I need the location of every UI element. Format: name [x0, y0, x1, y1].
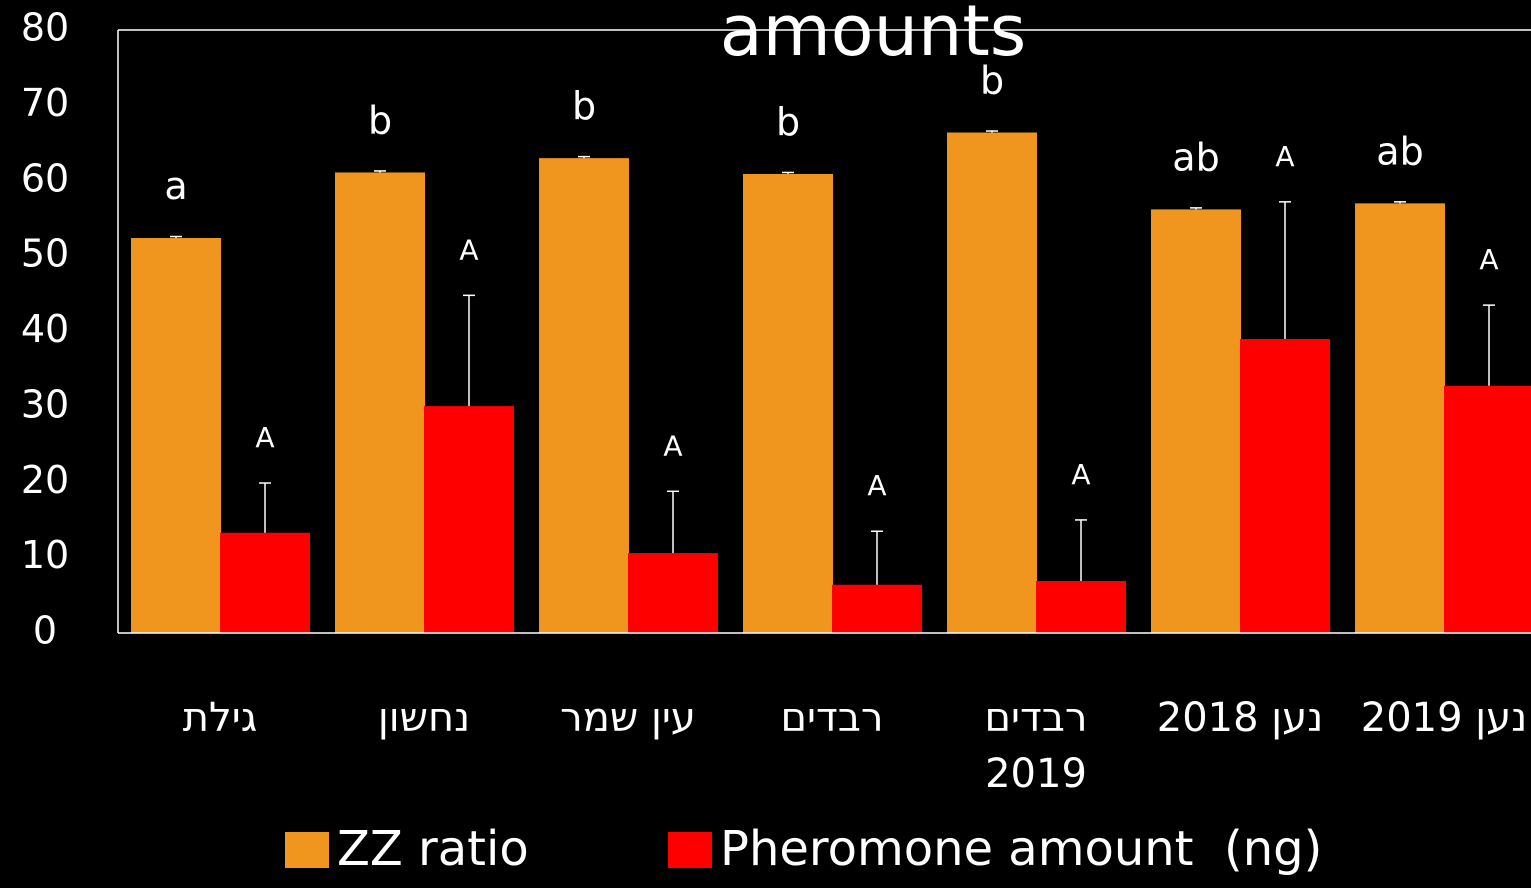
significance-letter: ab	[1376, 129, 1423, 173]
y-tick-label: 10	[21, 533, 69, 577]
significance-letter: A	[867, 469, 886, 502]
significance-letter: A	[1275, 140, 1294, 173]
y-tick-label: 0	[33, 609, 57, 653]
significance-letter: b	[368, 98, 392, 142]
bar	[832, 584, 922, 633]
x-tick-label: גילת	[182, 695, 258, 741]
significance-letter: A	[459, 233, 478, 266]
x-tick-label: נען 2019	[1360, 695, 1528, 741]
significance-letter: b	[980, 59, 1004, 103]
y-tick-label: 40	[21, 307, 69, 351]
y-tick-label: 20	[21, 458, 69, 502]
legend-label: Pheromone amount (ng)	[720, 821, 1322, 877]
bar	[628, 553, 718, 633]
bar	[424, 406, 514, 633]
x-tick-label: רבדים 2019	[984, 695, 1088, 797]
bar	[743, 173, 833, 633]
legend-swatch	[668, 832, 712, 868]
bar	[1036, 580, 1126, 633]
y-tick-label: 60	[21, 156, 69, 200]
bar	[131, 238, 221, 633]
significance-letter: A	[255, 421, 274, 454]
y-tick-label: 70	[21, 81, 69, 125]
bar	[539, 158, 629, 633]
bar	[947, 132, 1037, 633]
x-tick-label: נחשון	[377, 695, 471, 741]
y-tick-label: 50	[21, 232, 69, 276]
bar	[1355, 203, 1445, 634]
y-tick-label: 80	[21, 6, 69, 50]
bar	[1444, 385, 1531, 633]
significance-letter: A	[1479, 243, 1498, 276]
chart-title: amounts	[720, 0, 1027, 72]
bar	[335, 172, 425, 634]
bar	[1240, 339, 1330, 633]
significance-letter: ab	[1172, 135, 1219, 179]
bar	[220, 532, 310, 633]
significance-letter: A	[663, 429, 682, 462]
x-tick-label: רבדים	[780, 695, 884, 741]
x-tick-label: עין שמר	[560, 695, 696, 741]
legend-swatch	[285, 832, 329, 868]
significance-letter: A	[1071, 458, 1090, 491]
x-tick-label: נען 2018	[1156, 695, 1324, 741]
y-tick-label: 30	[21, 382, 69, 426]
significance-letter: a	[164, 164, 187, 208]
legend-label: ZZ ratio	[337, 821, 529, 877]
significance-letter: b	[776, 100, 800, 144]
bar	[1151, 209, 1241, 633]
significance-letter: b	[572, 84, 596, 128]
